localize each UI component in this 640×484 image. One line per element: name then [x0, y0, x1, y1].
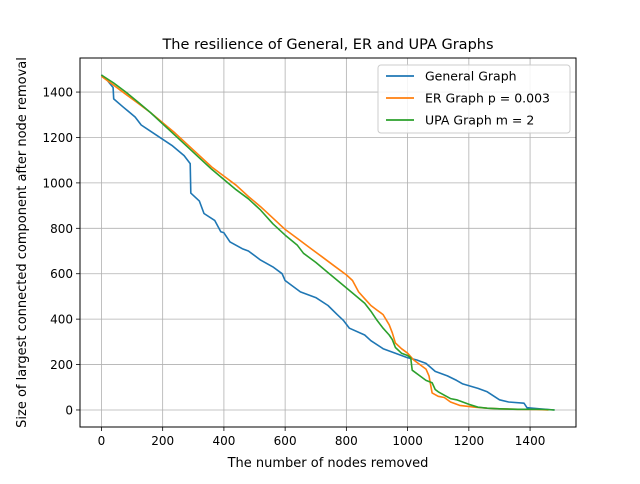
- y-tick-label: 1000: [42, 176, 73, 190]
- x-tick-label: 800: [335, 434, 358, 448]
- y-tick-label: 200: [50, 358, 73, 372]
- x-axis-label: The number of nodes removed: [227, 456, 429, 471]
- legend: General Graph ER Graph p = 0.003 UPA Graph…: [377, 64, 571, 134]
- series-line-1: [100, 74, 555, 411]
- y-tick-label: 800: [50, 222, 73, 236]
- x-tick-label: 1400: [515, 434, 546, 448]
- x-tick-label: 0: [98, 434, 106, 448]
- y-tick-label: 1200: [42, 131, 73, 145]
- y-ticks: 0 200 400 600 800 1000 1200 1400: [42, 86, 80, 417]
- legend-label-2: ER Graph p = 0.003: [425, 91, 550, 106]
- plot-frame: [79, 57, 577, 428]
- x-tick-label: 600: [274, 434, 297, 448]
- x-ticks: 0 200 400 600 800 1000 1200 1400: [98, 427, 546, 448]
- legend-label-3: UPA Graph m = 2: [425, 113, 534, 128]
- chart-title: The resilience of General, ER and UPA Gr…: [161, 37, 493, 53]
- y-axis-label: Size of largest connected component afte…: [15, 57, 30, 428]
- legend-label-1: General Graph: [425, 69, 517, 84]
- legend-box: [377, 64, 571, 134]
- y-tick-label: 600: [50, 267, 73, 281]
- x-tick-label: 200: [151, 434, 174, 448]
- series-line-3: [100, 74, 555, 411]
- y-tick-label: 0: [65, 403, 73, 417]
- series-line-2: [100, 75, 549, 411]
- series-layer: [100, 74, 555, 411]
- y-tick-label: 400: [50, 313, 73, 327]
- x-tick-label: 400: [212, 434, 235, 448]
- x-tick-label: 1000: [392, 434, 423, 448]
- y-tick-label: 1400: [42, 86, 73, 100]
- x-tick-label: 1200: [454, 434, 485, 448]
